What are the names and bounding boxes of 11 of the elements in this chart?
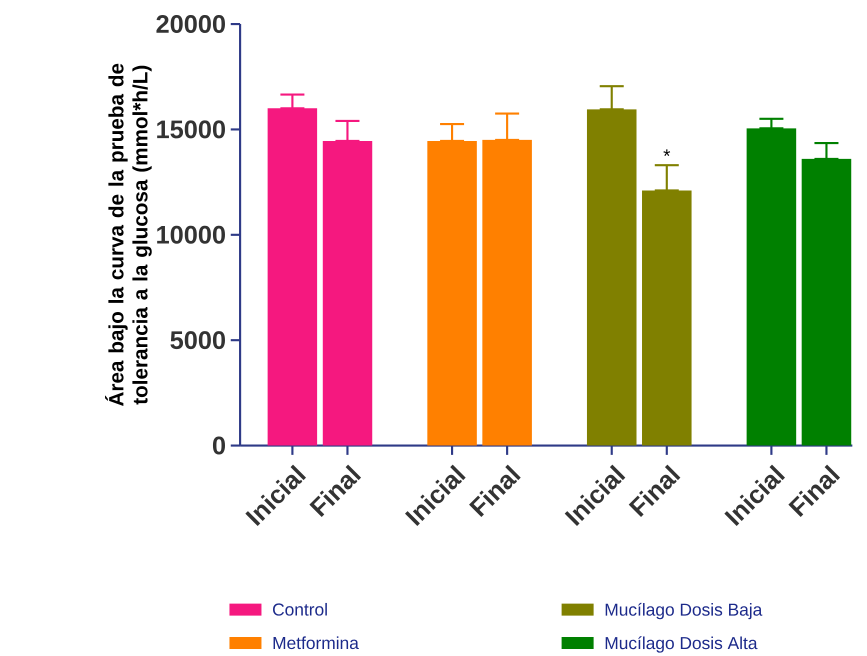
- y-axis-title: Área bajo la curva de la prueba de tolerancia a la glucosa (mmol*h/L): [105, 64, 152, 406]
- y-tick-label: 0: [212, 436, 226, 454]
- y-tick-label: 15000: [157, 120, 225, 138]
- data-label: *: [663, 149, 670, 156]
- legend-label: Mucílago Dosis Baja: [606, 602, 762, 620]
- y-tick-label: 5000: [170, 330, 225, 349]
- y-tick-label: 10000: [157, 226, 225, 244]
- y-tick-label: 20000: [156, 14, 225, 33]
- legend-label: Mucílago Dosis Alta: [606, 636, 758, 652]
- legend-label: Metformina: [274, 636, 359, 649]
- legend-label: Control: [273, 602, 327, 616]
